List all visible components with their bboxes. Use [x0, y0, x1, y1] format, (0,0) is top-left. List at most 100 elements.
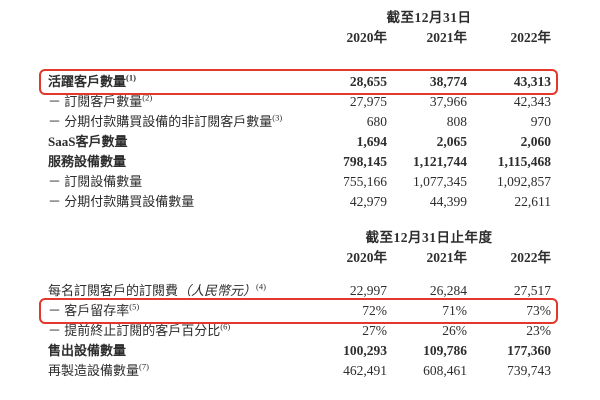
value-cell-2021: 71%	[442, 303, 467, 318]
value-cell-2021: 1,121,744	[413, 154, 467, 169]
value-cell-2021: 2,065	[436, 134, 467, 149]
row-label: SaaS客戶數量	[48, 134, 128, 149]
value-cell-2021: 37,966	[429, 94, 467, 109]
row-label: － 提前終止訂閱的客戶百分比	[48, 323, 221, 338]
period-header: 截至12月31日止年度	[365, 230, 493, 245]
row-label: 售出設備數量	[48, 343, 127, 358]
value-cell-2021: 109,786	[423, 343, 467, 358]
row-label-cell: － 訂閱設備數量	[48, 172, 307, 192]
footnote-marker: (1)	[126, 72, 136, 83]
year-header-2020: 2020年	[346, 250, 388, 265]
table-row: 售出設備數量 100,293 109,786 177,360	[48, 341, 551, 361]
value-cell-2021: 808	[446, 114, 467, 129]
row-label-cell: － 分期付款購買設備的非訂閱客戶數量(3)	[48, 112, 307, 132]
year-header-2022: 2022年	[510, 250, 552, 265]
table-row: 每名訂閱客戶的訂閱費（人民幣元）(4) 22,997 26,284 27,517	[48, 281, 551, 301]
footnote-marker: (6)	[220, 321, 231, 332]
table-row: － 分期付款購買設備數量 42,979 44,399 22,611	[48, 192, 551, 212]
value-cell-2021: 1,077,345	[413, 174, 467, 189]
footnote-marker: (7)	[139, 361, 149, 372]
value-cell-2022: 73%	[526, 303, 551, 318]
row-label: － 訂閱設備數量	[48, 174, 143, 189]
row-label-cell: 售出設備數量	[48, 341, 307, 361]
table-rows: 活躍客戶數量(1) 28,655 38,774 43,313 － 訂閱客戶數量(…	[39, 69, 558, 212]
row-label-cell: － 訂閱客戶數量(2)	[48, 92, 307, 112]
value-cell-2020: 72%	[362, 303, 387, 318]
section-gap	[48, 212, 551, 228]
header-body-gap	[48, 268, 551, 281]
footnote-marker: (5)	[129, 301, 140, 312]
value-cell-2022: 1,115,468	[497, 154, 551, 169]
period-header-row: 截至12月31日	[48, 8, 551, 28]
table-subscription-metrics: 截至12月31日止年度 2020年 2021年 2022年 每名訂閱客戶的訂閱費…	[39, 228, 558, 381]
row-label-cell: － 提前終止訂閱的客戶百分比(6)	[48, 321, 307, 341]
table-row: 活躍客戶數量(1) 28,655 38,774 43,313	[39, 69, 558, 95]
footnote-marker: (2)	[142, 92, 153, 103]
row-label-cell: － 客戶留存率(5)	[48, 301, 307, 321]
value-cell-2020: 1,694	[356, 134, 387, 149]
period-header-row: 截至12月31日止年度	[48, 228, 551, 248]
value-cell-2022: 43,313	[513, 74, 551, 89]
year-header-row: 2020年 2021年 2022年	[48, 248, 552, 268]
row-label-cell: 每名訂閱客戶的訂閱費（人民幣元）(4)	[48, 281, 307, 301]
year-header-2020: 2020年	[346, 30, 388, 45]
value-cell-2020: 798,145	[343, 154, 387, 169]
row-label: 每名訂閱客戶的訂閱費	[48, 283, 179, 298]
table-rows: 每名訂閱客戶的訂閱費（人民幣元）(4) 22,997 26,284 27,517…	[39, 281, 558, 381]
value-cell-2022: 970	[530, 114, 551, 129]
table-row: － 訂閱客戶數量(2) 27,975 37,966 42,343	[48, 92, 551, 112]
value-cell-2020: 28,655	[349, 74, 387, 89]
value-cell-2022: 1,092,857	[497, 174, 551, 189]
table-customers-devices: 截至12月31日 2020年 2021年 2022年 活躍客戶數量(1) 28,…	[39, 8, 558, 212]
table-row: － 提前終止訂閱的客戶百分比(6) 27% 26% 23%	[48, 321, 551, 341]
value-cell-2021: 38,774	[429, 74, 467, 89]
period-header: 截至12月31日	[386, 10, 472, 25]
value-cell-2020: 22,997	[349, 283, 387, 298]
row-label-cell: － 分期付款購買設備數量	[48, 192, 307, 212]
value-cell-2020: 27%	[362, 323, 387, 338]
value-cell-2020: 42,979	[349, 194, 387, 209]
row-label: － 訂閱客戶數量	[48, 94, 143, 109]
value-cell-2022: 42,343	[513, 94, 551, 109]
row-label-cell: 再製造設備數量(7)	[48, 361, 307, 381]
row-label: － 分期付款購買設備數量	[48, 194, 195, 209]
year-header-2022: 2022年	[510, 30, 552, 45]
row-label: 活躍客戶數量	[48, 74, 127, 89]
year-header-row: 2020年 2021年 2022年	[48, 28, 552, 48]
year-header-2021: 2021年	[426, 250, 468, 265]
value-cell-2020: 100,293	[343, 343, 387, 358]
value-cell-2022: 22,611	[514, 194, 551, 209]
footnote-marker: (3)	[272, 112, 283, 123]
table-row: － 分期付款購買設備的非訂閱客戶數量(3) 680 808 970	[48, 112, 551, 132]
table-row: SaaS客戶數量 1,694 2,065 2,060	[48, 132, 551, 152]
row-label: － 客戶留存率	[48, 303, 130, 318]
value-cell-2022: 177,360	[507, 343, 551, 358]
table-row: 再製造設備數量(7) 462,491 608,461 739,743	[48, 361, 551, 381]
value-cell-2022: 739,743	[507, 363, 551, 378]
row-label-cell: 服務設備數量	[48, 152, 307, 172]
row-label: － 分期付款購買設備的非訂閱客戶數量	[48, 114, 273, 129]
value-cell-2021: 26,284	[429, 283, 467, 298]
header-body-gap	[48, 48, 551, 72]
row-label-cell: SaaS客戶數量	[48, 132, 307, 152]
value-cell-2021: 44,399	[429, 194, 467, 209]
row-label-paren: （人民幣元）	[178, 283, 257, 298]
value-cell-2020: 755,166	[343, 174, 387, 189]
row-label: 服務設備數量	[48, 154, 127, 169]
value-cell-2021: 608,461	[423, 363, 467, 378]
value-cell-2020: 27,975	[349, 94, 387, 109]
value-cell-2020: 680	[366, 114, 387, 129]
value-cell-2021: 26%	[442, 323, 467, 338]
row-label-cell: 活躍客戶數量(1)	[48, 72, 307, 92]
value-cell-2020: 462,491	[343, 363, 387, 378]
value-cell-2022: 2,060	[520, 134, 551, 149]
year-header-2021: 2021年	[426, 30, 468, 45]
table-row: － 訂閱設備數量 755,166 1,077,345 1,092,857	[48, 172, 551, 192]
table-row: － 客戶留存率(5) 72% 71% 73%	[39, 298, 558, 324]
row-label: 再製造設備數量	[48, 363, 140, 378]
table-row: 服務設備數量 798,145 1,121,744 1,115,468	[48, 152, 551, 172]
value-cell-2022: 23%	[526, 323, 551, 338]
footnote-marker: (4)	[256, 281, 266, 292]
value-cell-2022: 27,517	[513, 283, 551, 298]
